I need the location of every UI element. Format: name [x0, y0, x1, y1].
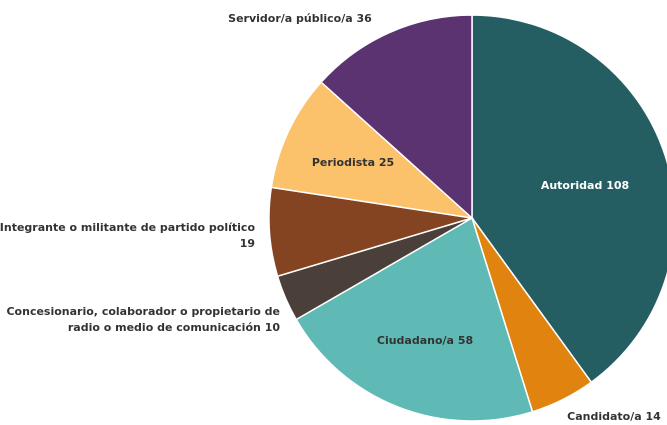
slice-label: Candidato/a 14: [567, 409, 661, 425]
slice-label: Ciudadano/a 58: [377, 333, 473, 349]
label-value: 108: [606, 179, 630, 192]
label-value: 25: [378, 156, 395, 169]
pie-slice: [320, 14, 473, 220]
label-category: Ciudadano/a: [376, 334, 454, 347]
label-category: Periodista: [311, 156, 375, 169]
slice-label: Periodista 25: [312, 155, 394, 171]
label-value: 36: [356, 12, 372, 25]
pie-slice: [295, 216, 534, 421]
slice-label: Integrante o militante de partido políti…: [0, 220, 255, 252]
slice-label: Servidor/a público/a 36: [228, 11, 372, 27]
pie-slice: [270, 81, 475, 220]
pie-slice: [471, 14, 667, 384]
label-category: Autoridad: [540, 179, 603, 192]
label-value: 14: [645, 410, 661, 423]
label-category: Concesionario, colaborador o propietario…: [6, 305, 280, 334]
slice-label: Autoridad 108: [541, 178, 629, 194]
label-value: 19: [239, 237, 255, 250]
label-value: 10: [264, 321, 280, 334]
label-category: Integrante o militante de partido políti…: [0, 221, 255, 234]
label-category: Servidor/a público/a: [228, 12, 353, 25]
label-value: 58: [457, 334, 474, 347]
label-category: Candidato/a: [567, 410, 642, 423]
slice-label: Concesionario, colaborador o propietario…: [5, 304, 280, 336]
